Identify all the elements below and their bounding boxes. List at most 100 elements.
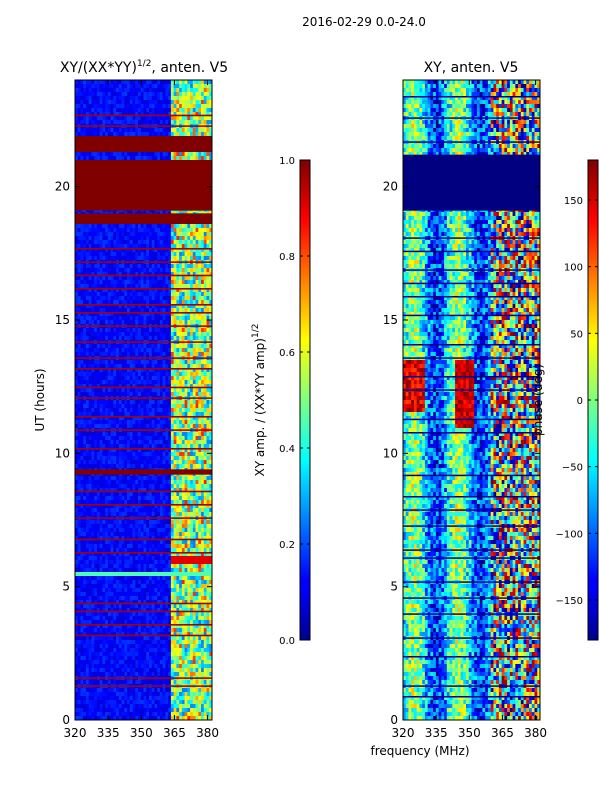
heatmap-cell bbox=[140, 448, 144, 453]
heatmap-cell bbox=[105, 308, 109, 313]
heatmap-cell bbox=[154, 88, 158, 93]
heatmap-cell bbox=[121, 444, 125, 449]
heatmap-cell bbox=[151, 268, 155, 273]
heatmap-cell bbox=[105, 376, 109, 381]
heatmap-cell bbox=[195, 264, 199, 269]
heatmap-cell bbox=[140, 360, 144, 365]
heatmap-cell bbox=[94, 96, 98, 101]
heatmap-cell bbox=[192, 112, 196, 117]
heatmap-cell bbox=[181, 156, 185, 161]
heatmap-cell bbox=[192, 296, 196, 301]
heatmap-cell bbox=[198, 316, 202, 321]
heatmap-cell bbox=[113, 256, 117, 261]
heatmap-cell bbox=[99, 224, 103, 229]
heatmap-cell bbox=[113, 392, 117, 397]
heatmap-cell bbox=[184, 456, 188, 461]
heatmap-cell bbox=[195, 312, 199, 317]
heatmap-cell bbox=[190, 152, 194, 157]
heatmap-cell bbox=[113, 224, 117, 229]
heatmap-cell bbox=[80, 296, 84, 301]
heatmap-cell bbox=[157, 336, 161, 341]
heatmap-cell bbox=[118, 248, 122, 253]
heatmap-cell bbox=[184, 376, 188, 381]
heatmap-cell bbox=[187, 128, 191, 133]
heatmap-cell bbox=[195, 372, 199, 377]
heatmap-cell bbox=[77, 344, 81, 349]
heatmap-cell bbox=[190, 420, 194, 425]
heatmap-cell bbox=[83, 116, 87, 121]
heatmap-cell bbox=[118, 432, 122, 437]
heatmap-cell bbox=[77, 248, 81, 253]
heatmap-cell bbox=[192, 84, 196, 89]
heatmap-cell bbox=[83, 320, 87, 325]
heatmap-cell bbox=[157, 392, 161, 397]
heatmap-cell bbox=[88, 380, 92, 385]
heatmap-cell bbox=[184, 424, 188, 429]
heatmap-cell bbox=[195, 444, 199, 449]
heatmap-cell bbox=[162, 392, 166, 397]
heatmap-cell bbox=[138, 284, 142, 289]
heatmap-cell bbox=[116, 320, 120, 325]
heatmap-cell bbox=[168, 392, 172, 397]
heatmap-cell bbox=[162, 316, 166, 321]
heatmap-cell bbox=[143, 388, 147, 393]
heatmap-cell bbox=[184, 476, 188, 481]
heatmap-cell bbox=[135, 336, 139, 341]
heatmap-cell bbox=[157, 312, 161, 317]
heatmap-cell bbox=[121, 476, 125, 481]
heatmap-cell bbox=[176, 328, 180, 333]
heatmap-cell bbox=[154, 80, 158, 85]
heatmap-cell bbox=[121, 288, 125, 293]
heatmap-cell bbox=[192, 128, 196, 133]
heatmap-cell bbox=[170, 128, 174, 133]
heatmap-cell bbox=[195, 328, 199, 333]
heatmap-cell bbox=[201, 228, 205, 233]
heatmap-cell bbox=[88, 436, 92, 441]
heatmap-cell bbox=[135, 416, 139, 421]
heatmap-cell bbox=[198, 268, 202, 273]
heatmap-cell bbox=[176, 108, 180, 113]
heatmap-cell bbox=[99, 380, 103, 385]
heatmap-cell bbox=[77, 84, 81, 89]
heatmap-cell bbox=[209, 332, 212, 337]
heatmap-cell bbox=[173, 344, 177, 349]
heatmap-cell bbox=[140, 280, 144, 285]
heatmap-cell bbox=[187, 120, 191, 125]
heatmap-cell bbox=[105, 416, 109, 421]
heatmap-cell bbox=[159, 120, 164, 125]
heatmap-cell bbox=[88, 80, 92, 85]
heatmap-cell bbox=[168, 408, 172, 413]
heatmap-cell bbox=[201, 256, 205, 261]
heatmap-cell bbox=[143, 264, 147, 269]
heatmap-cell bbox=[157, 116, 161, 121]
heatmap-cell bbox=[85, 244, 90, 249]
heatmap-cell bbox=[77, 308, 81, 313]
heatmap-cell bbox=[116, 292, 120, 297]
heatmap-cell bbox=[179, 256, 183, 261]
heatmap-cell bbox=[77, 112, 81, 117]
heatmap-cell bbox=[127, 336, 131, 341]
heatmap-cell bbox=[190, 376, 194, 381]
heatmap-cell bbox=[121, 400, 125, 405]
heatmap-cell bbox=[91, 408, 95, 413]
heatmap-cell bbox=[195, 348, 199, 353]
heatmap-cell bbox=[113, 360, 117, 365]
heatmap-cell bbox=[198, 236, 202, 241]
heatmap-cell bbox=[157, 112, 161, 117]
heatmap-cell bbox=[77, 444, 81, 449]
heatmap-cell bbox=[85, 436, 90, 441]
heatmap-cell bbox=[83, 376, 87, 381]
heatmap-cell bbox=[105, 88, 109, 93]
heatmap-cell bbox=[99, 360, 103, 365]
heatmap-cell bbox=[124, 448, 128, 453]
heatmap-cell bbox=[118, 128, 122, 133]
heatmap-cell bbox=[146, 120, 150, 125]
heatmap-cell bbox=[176, 296, 180, 301]
heatmap-cell bbox=[173, 392, 177, 397]
heatmap-cell bbox=[77, 280, 81, 285]
heatmap-cell bbox=[198, 256, 202, 261]
heatmap-cell bbox=[179, 328, 183, 333]
heatmap-cell bbox=[118, 288, 122, 293]
heatmap-cell bbox=[198, 444, 202, 449]
heatmap-cell bbox=[77, 256, 81, 261]
